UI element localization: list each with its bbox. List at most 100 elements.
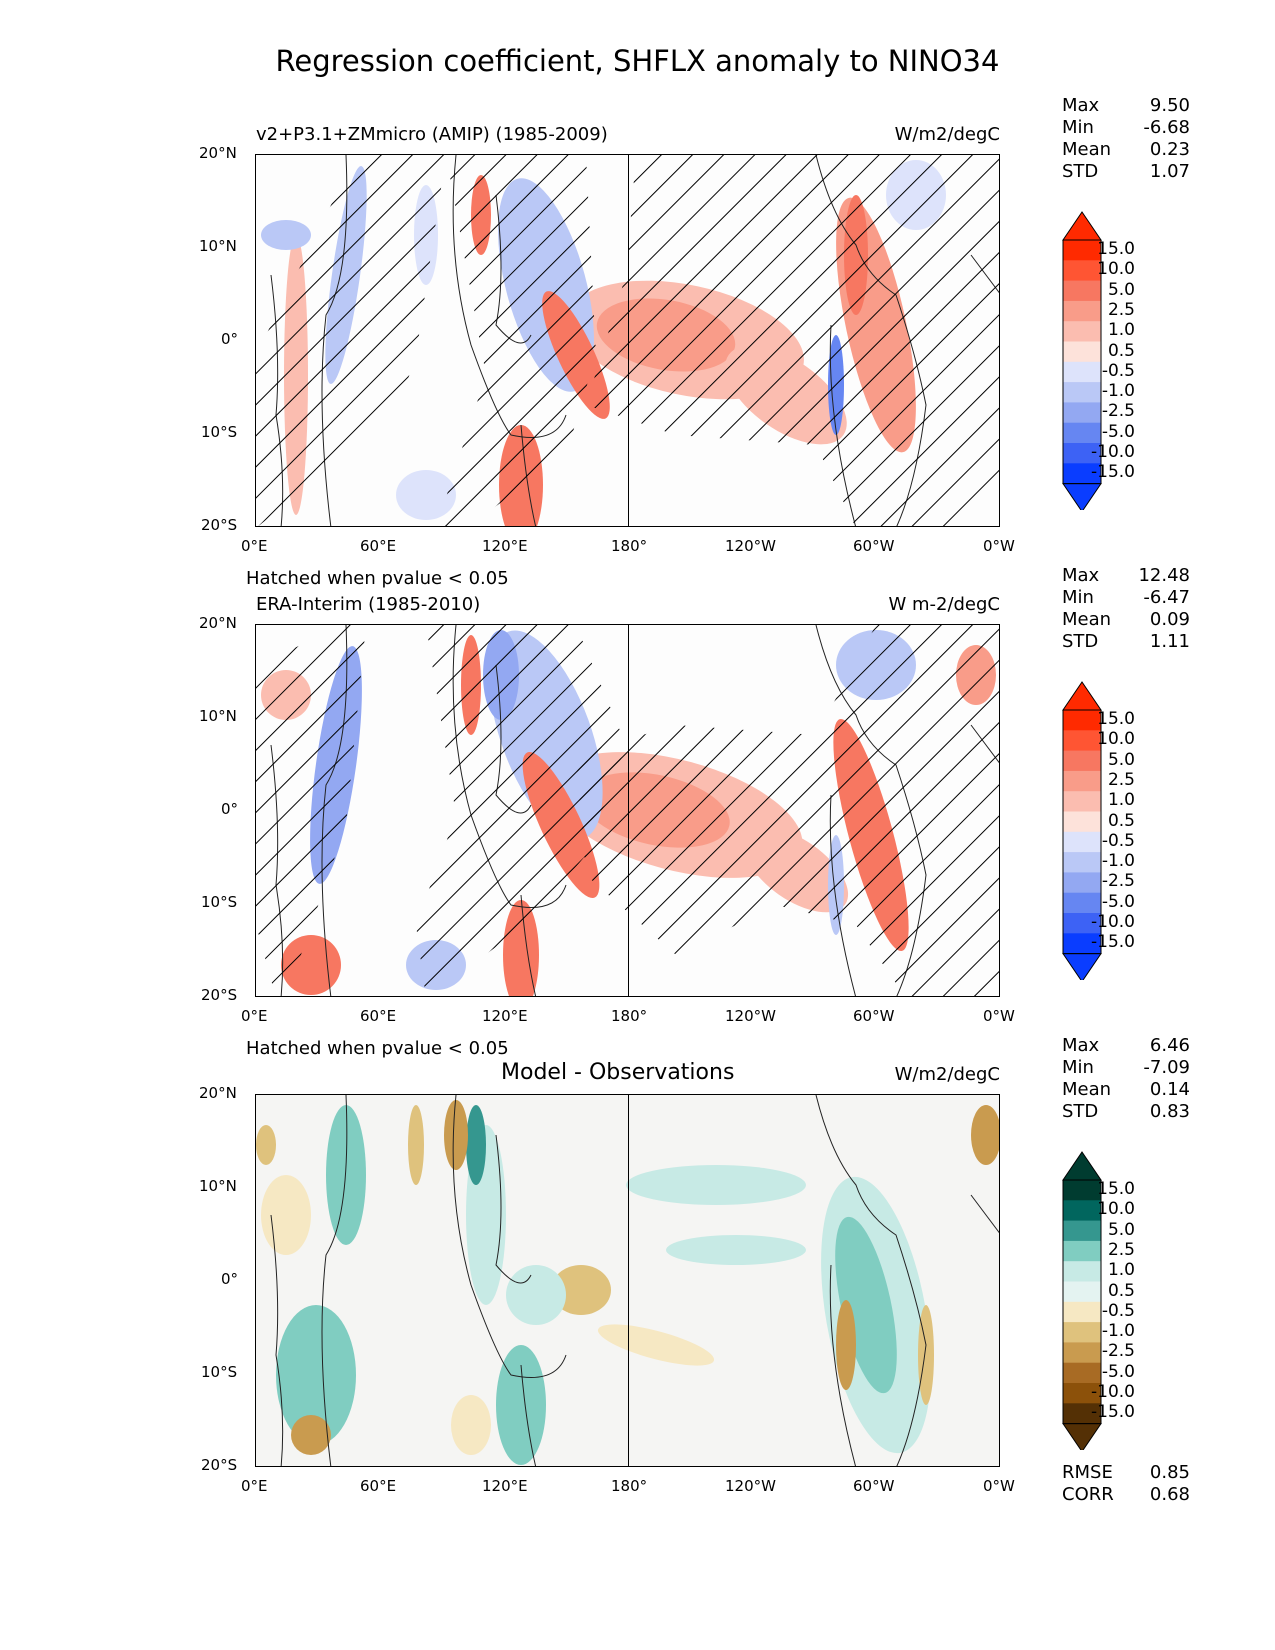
lat-tick: 10°S — [201, 1363, 238, 1381]
lon-tick: 60°W — [853, 1007, 895, 1025]
colorbar-swatch — [1063, 1301, 1101, 1323]
colorbar-tick-label: 0.5 — [1107, 340, 1135, 361]
lon-tick: 60°E — [360, 537, 397, 555]
colorbar-tick-label: -0.5 — [1101, 360, 1135, 381]
colorbar-swatch — [1063, 341, 1101, 363]
colorbar-extend-min — [1062, 483, 1102, 513]
lon-tick: 120°W — [725, 1007, 776, 1025]
lat-tick: 0° — [221, 800, 239, 818]
colorbar-swatch — [1063, 402, 1101, 424]
colorbar-tick-label: -2.5 — [1101, 401, 1135, 422]
lat-tick: 20°S — [201, 986, 238, 1004]
colorbar-tick-label: 2.5 — [1107, 769, 1135, 790]
panel3-skill: RMSE 0.85 CORR 0.68 — [1062, 1462, 1190, 1505]
colorbar-swatch — [1063, 913, 1101, 934]
colorbar-tick-label: -5.0 — [1101, 891, 1135, 912]
colorbar-extend-max — [1062, 1151, 1102, 1181]
lat-tick: 10°N — [199, 1177, 237, 1195]
colorbar-swatch — [1063, 382, 1101, 403]
lon-tick: 180° — [611, 1477, 648, 1495]
colorbar-swatch — [1063, 791, 1101, 812]
colorbar-swatch — [1063, 750, 1101, 772]
panel1-hatch-note: Hatched when pvalue < 0.05 — [246, 568, 509, 589]
colorbar-tick-label: -0.5 — [1101, 830, 1135, 851]
colorbar-swatch — [1063, 1200, 1101, 1222]
colorbar-swatch — [1063, 1281, 1101, 1303]
colorbar-tick-label: -0.5 — [1101, 1300, 1135, 1321]
colorbar-extend-min — [1062, 1423, 1102, 1453]
lon-tick: 0°W — [983, 537, 1015, 555]
colorbar-extend-max — [1062, 681, 1102, 711]
colorbar-swatch — [1063, 463, 1101, 485]
colorbar-swatch — [1063, 240, 1101, 261]
panel3-title: Model - Observations — [501, 1060, 735, 1085]
colorbar-tick-label: -1.0 — [1101, 1321, 1135, 1342]
colorbar-tick-label: 15.0 — [1097, 709, 1135, 729]
colorbar-swatch — [1063, 811, 1101, 833]
panel1-colorbar — [1060, 210, 1105, 514]
lat-tick: 20°N — [199, 1084, 237, 1102]
lon-tick: 60°W — [853, 1477, 895, 1495]
lat-tick: 20°S — [201, 516, 238, 534]
lat-tick: 0° — [221, 1270, 239, 1288]
colorbar-swatch — [1063, 892, 1101, 914]
colorbar-swatch — [1063, 933, 1101, 955]
lon-tick: 60°W — [853, 537, 895, 555]
colorbar-tick-label: -2.5 — [1101, 871, 1135, 892]
lon-tick: 0°E — [241, 1007, 268, 1025]
colorbar-tick-label: -10.0 — [1091, 442, 1135, 462]
lon-tick: 60°E — [360, 1477, 397, 1495]
colorbar-swatch — [1063, 852, 1101, 873]
colorbar-swatch — [1063, 1240, 1101, 1262]
colorbar-tick-label: 1.0 — [1107, 320, 1135, 341]
lat-tick: 10°S — [201, 423, 238, 441]
panel1-stats: Max 9.50 Min -6.68 Mean 0.23 STD 1.07 — [1062, 95, 1190, 182]
colorbar-swatch — [1063, 300, 1101, 322]
colorbar-swatch — [1063, 730, 1101, 752]
lon-tick: 60°E — [360, 1007, 397, 1025]
lat-tick: 10°N — [199, 237, 237, 255]
colorbar-extend-min — [1062, 953, 1102, 983]
lon-tick: 180° — [611, 537, 648, 555]
colorbar-tick-label: -10.0 — [1091, 912, 1135, 932]
panel2-title: ERA-Interim (1985-2010) — [256, 594, 481, 615]
panel2-map — [255, 624, 1000, 997]
colorbar-swatch — [1063, 710, 1101, 731]
colorbar-swatch — [1063, 1180, 1101, 1201]
colorbar-tick-label: 0.5 — [1107, 1280, 1135, 1301]
figure-title: Regression coefficient, SHFLX anomaly to… — [275, 44, 1000, 78]
panel1-units: W/m2/degC — [894, 124, 1000, 145]
panel3-map — [255, 1094, 1000, 1467]
colorbar-tick-label: -2.5 — [1101, 1341, 1135, 1362]
colorbar-tick-label: 10.0 — [1097, 729, 1135, 750]
colorbar-tick-label: 1.0 — [1107, 1260, 1135, 1281]
colorbar-swatch — [1063, 422, 1101, 444]
panel2-hatch-note: Hatched when pvalue < 0.05 — [246, 1038, 509, 1059]
panel1-map — [255, 154, 1000, 527]
colorbar-tick-label: 2.5 — [1107, 1239, 1135, 1260]
colorbar-swatch — [1063, 1383, 1101, 1404]
colorbar-swatch — [1063, 443, 1101, 464]
colorbar-swatch — [1063, 260, 1101, 282]
colorbar-tick-label: 10.0 — [1097, 1199, 1135, 1220]
colorbar-tick-label: 1.0 — [1107, 790, 1135, 811]
colorbar-tick-label: 15.0 — [1097, 239, 1135, 259]
lat-tick: 20°S — [201, 1456, 238, 1474]
lon-tick: 120°E — [482, 1007, 528, 1025]
lat-tick: 20°N — [199, 144, 237, 162]
lat-tick: 0° — [221, 330, 239, 348]
lon-tick: 0°W — [983, 1477, 1015, 1495]
lon-tick: 120°W — [725, 537, 776, 555]
lon-tick: 0°W — [983, 1007, 1015, 1025]
colorbar-tick-label: 2.5 — [1107, 299, 1135, 320]
lon-tick: 120°E — [482, 1477, 528, 1495]
colorbar-tick-label: -15.0 — [1091, 462, 1135, 483]
colorbar-swatch — [1063, 770, 1101, 792]
colorbar-tick-label: 5.0 — [1107, 749, 1135, 770]
lon-tick: 0°E — [241, 537, 268, 555]
colorbar-tick-label: 15.0 — [1097, 1179, 1135, 1199]
colorbar-swatch — [1063, 872, 1101, 894]
panel3-colorbar — [1060, 1150, 1105, 1454]
panel3-units: W/m2/degC — [894, 1064, 1000, 1085]
panel1-title: v2+P3.1+ZMmicro (AMIP) (1985-2009) — [256, 124, 608, 145]
